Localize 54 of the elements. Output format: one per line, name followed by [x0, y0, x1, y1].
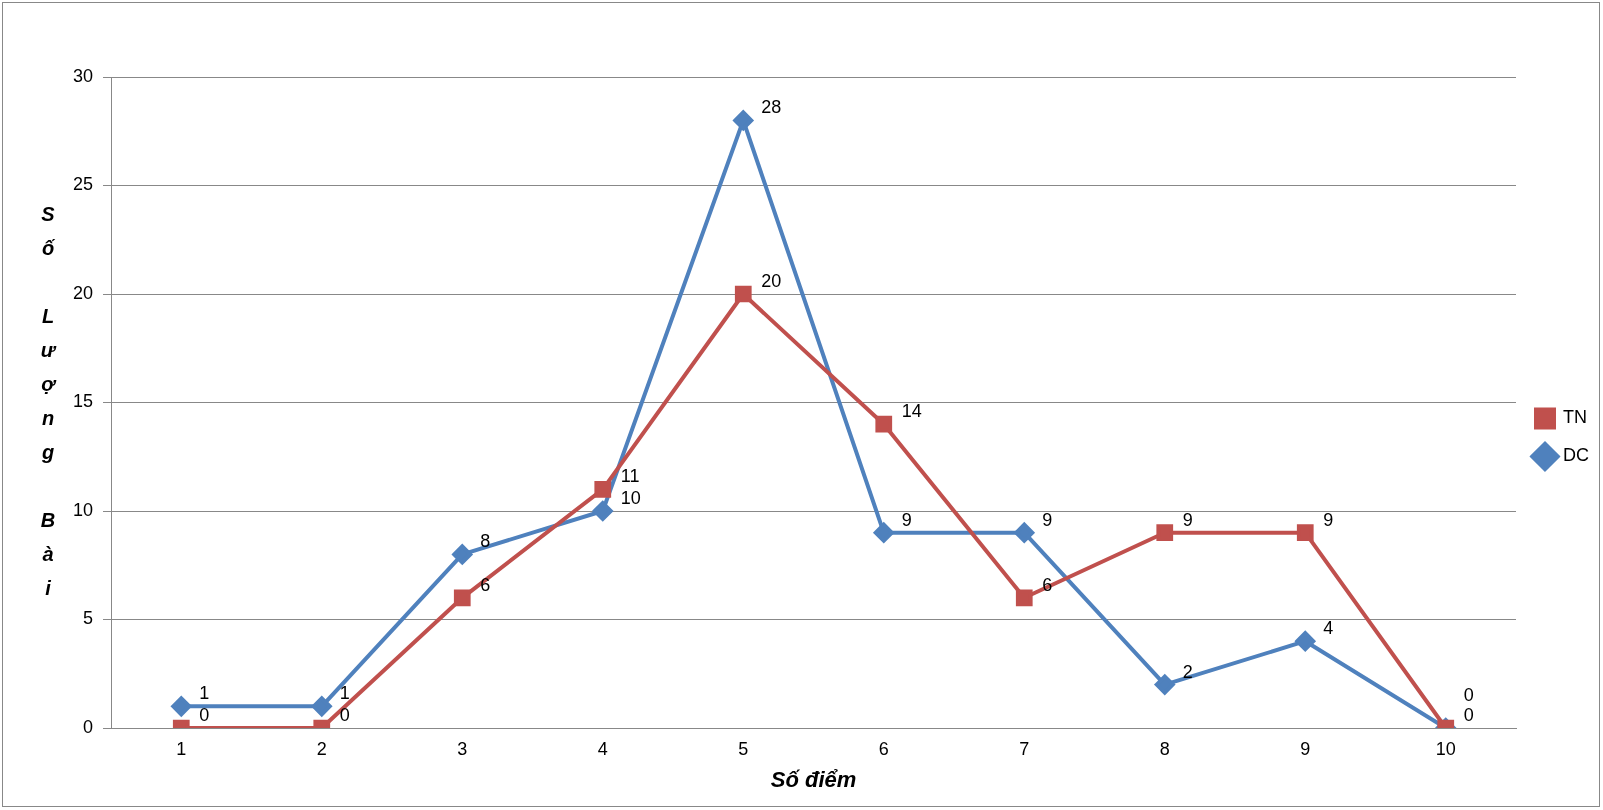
y-tick-label: 10	[72, 499, 94, 520]
point	[1014, 522, 1035, 543]
legend-label: DC	[1563, 445, 1589, 466]
point	[311, 696, 332, 717]
data-label: 9	[1182, 509, 1193, 530]
y-tick-label: 30	[72, 65, 94, 86]
data-label: 11	[620, 466, 640, 487]
data-label: 9	[1323, 509, 1334, 530]
point	[594, 480, 612, 498]
point	[1154, 674, 1175, 695]
y-tick-label: 0	[83, 716, 94, 737]
point	[1015, 589, 1033, 607]
x-tick-label: 6	[878, 738, 889, 759]
data-label: 9	[901, 509, 912, 530]
point	[453, 589, 471, 607]
x-axis-title: Số điểm	[770, 766, 857, 792]
point	[1295, 631, 1316, 652]
legend-label: TN	[1563, 407, 1587, 428]
data-label: 28	[761, 97, 782, 118]
x-tick-label: 9	[1300, 738, 1311, 759]
point	[592, 501, 613, 521]
data-label: 10	[620, 487, 641, 508]
y-tick-label: 20	[72, 282, 94, 303]
point	[734, 285, 752, 303]
point	[875, 415, 893, 433]
x-tick-label: 1	[176, 738, 187, 759]
point	[873, 522, 894, 543]
point	[452, 544, 473, 565]
point	[1296, 524, 1314, 542]
point	[171, 696, 192, 717]
text: Số Lượng Bài	[40, 203, 56, 600]
x-tick-label: 5	[738, 738, 749, 759]
x-tick-label: 4	[597, 738, 608, 759]
data-label: 0	[1463, 704, 1474, 725]
data-label: 1	[339, 683, 350, 704]
data-label: 6	[480, 574, 491, 595]
data-label: 0	[339, 704, 350, 725]
data-label: 20	[761, 270, 782, 291]
x-tick-label: 2	[316, 738, 327, 759]
y-tick-label: 5	[83, 608, 94, 629]
data-label: 0	[1463, 684, 1474, 705]
data-label: 1	[199, 683, 210, 704]
x-tick-label: 7	[1019, 738, 1030, 759]
x-tick-label: 10	[1435, 738, 1456, 759]
point	[733, 110, 754, 131]
data-label: 4	[1323, 618, 1334, 639]
y-tick-label: 25	[72, 174, 94, 195]
y-tick-label: 15	[72, 391, 94, 412]
x-tick-label: 3	[457, 738, 468, 759]
data-label: 9	[1042, 509, 1053, 530]
point	[1156, 524, 1174, 542]
x-tick-label: 8	[1159, 738, 1170, 759]
data-label: 14	[901, 401, 922, 422]
data-label: 0	[199, 704, 210, 725]
